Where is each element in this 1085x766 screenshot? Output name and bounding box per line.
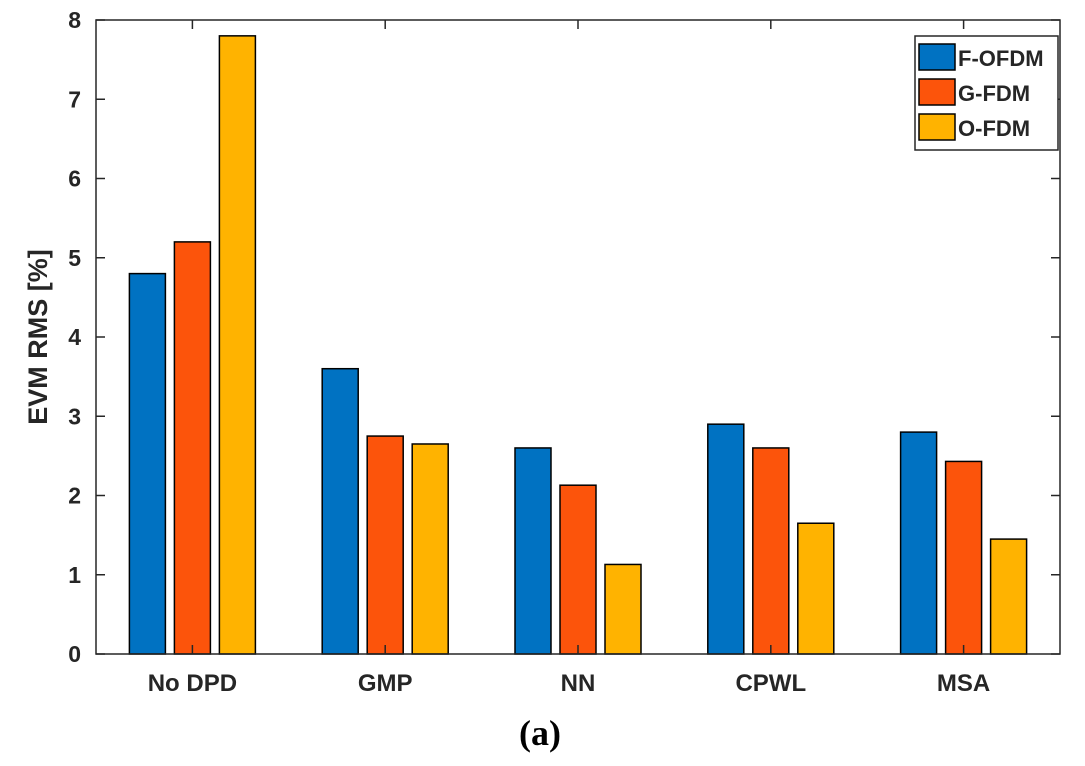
- bar-G-FDM-MSA: [944, 460, 983, 655]
- legend-label: G-FDM: [958, 81, 1030, 106]
- bar-G-FDM-No DPD: [173, 241, 212, 655]
- y-tick-label: 2: [68, 483, 81, 509]
- figure-caption: (a): [519, 713, 561, 753]
- x-tick-label: No DPD: [148, 670, 237, 697]
- y-tick-label: 0: [68, 641, 81, 667]
- y-tick-label: 4: [68, 324, 81, 350]
- bar-F-OFDM-MSA: [899, 431, 938, 655]
- bar-O-FDM-NN: [604, 563, 642, 655]
- legend-label: O-FDM: [958, 116, 1030, 141]
- legend-swatch: [918, 78, 956, 106]
- bar-O-FDM-CPWL: [797, 522, 835, 655]
- y-tick-label: 3: [68, 403, 81, 429]
- bar-G-FDM-NN: [559, 484, 597, 655]
- bar-O-FDM-No DPD: [218, 35, 257, 655]
- y-tick-label: 7: [68, 86, 81, 112]
- y-axis-label: EVM RMS [%]: [23, 249, 53, 425]
- legend: F-OFDM G-FDM O-FDM: [914, 35, 1059, 151]
- bar-G-FDM-GMP: [366, 435, 404, 655]
- x-tick-label: NN: [561, 670, 596, 697]
- y-tick-label: 1: [68, 562, 81, 588]
- bar-F-OFDM-NN: [514, 447, 552, 655]
- x-tick-label: GMP: [358, 670, 413, 697]
- bar-F-OFDM-No DPD: [128, 272, 167, 655]
- bar-O-FDM-MSA: [989, 538, 1028, 655]
- x-tick-label: CPWL: [735, 670, 806, 697]
- bar-G-FDM-CPWL: [752, 447, 790, 655]
- legend-swatch: [918, 43, 956, 71]
- y-tick-label: 6: [68, 166, 81, 192]
- legend-label: F-OFDM: [958, 46, 1044, 71]
- y-tick-label: 8: [68, 7, 81, 33]
- bar-F-OFDM-GMP: [321, 367, 359, 655]
- legend-swatch: [918, 113, 956, 141]
- x-tick-label: MSA: [937, 670, 990, 697]
- bar-F-OFDM-CPWL: [707, 423, 745, 655]
- bar-O-FDM-GMP: [411, 443, 449, 655]
- y-tick-label: 5: [68, 245, 81, 271]
